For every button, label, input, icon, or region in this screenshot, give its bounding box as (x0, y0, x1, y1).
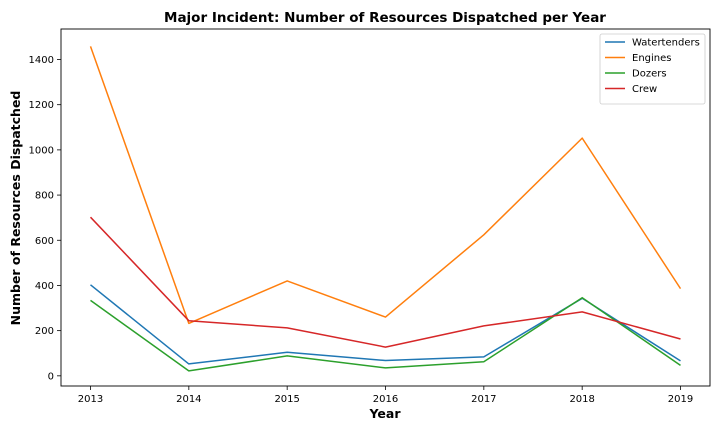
y-tick-label: 400 (35, 281, 54, 292)
legend-label: Watertenders (632, 38, 700, 49)
legend-label: Dozers (632, 69, 667, 80)
y-tick-label: 600 (35, 236, 54, 247)
legend: Watertenders Engines Dozers Crew (599, 33, 706, 105)
x-tick-label: 2013 (78, 394, 103, 405)
y-tick-label: 1400 (29, 55, 54, 66)
y-tick-label: 200 (35, 326, 54, 337)
x-tick-label: 2018 (569, 394, 594, 405)
series-line-engines (89, 46, 682, 325)
legend-box (599, 33, 706, 105)
x-axis-label: Year (369, 406, 402, 421)
x-tick-label: 2014 (176, 394, 201, 405)
x-tick-label: 2016 (373, 394, 398, 405)
legend-label: Engines (632, 53, 671, 64)
series-line-crew (89, 216, 681, 348)
y-tick-label: 1200 (29, 100, 54, 111)
y-tick-label: 800 (35, 191, 54, 202)
x-tick-label: 2015 (274, 394, 299, 405)
y-tick-label: 0 (48, 371, 54, 382)
x-tick-label: 2019 (668, 394, 693, 405)
series-line-dozers (90, 296, 681, 372)
y-axis-label: Number of Resources Dispatched (8, 91, 23, 326)
y-tick-label: 1000 (29, 145, 54, 156)
x-tick-label: 2017 (471, 394, 496, 405)
chart-title: Major Incident: Number of Resources Disp… (164, 10, 606, 26)
legend-label: Crew (632, 84, 657, 95)
